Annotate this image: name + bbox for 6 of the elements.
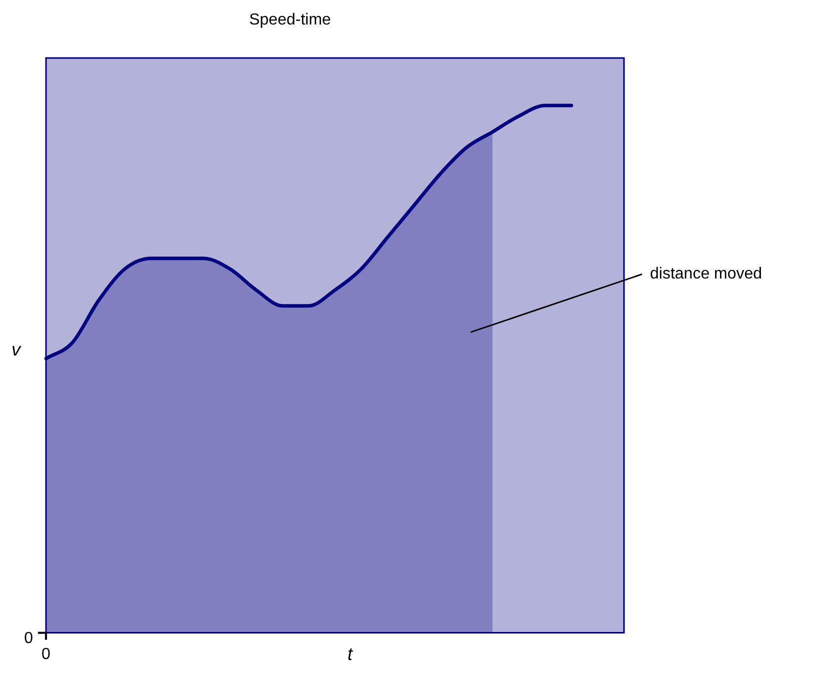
x-axis-title: t — [347, 644, 354, 664]
text: 0 — [24, 630, 34, 648]
chart-title: Speed-time — [249, 11, 332, 28]
text: distance moved — [650, 266, 762, 283]
text: 0 — [42, 646, 51, 664]
y-axis-title: v — [12, 339, 22, 360]
